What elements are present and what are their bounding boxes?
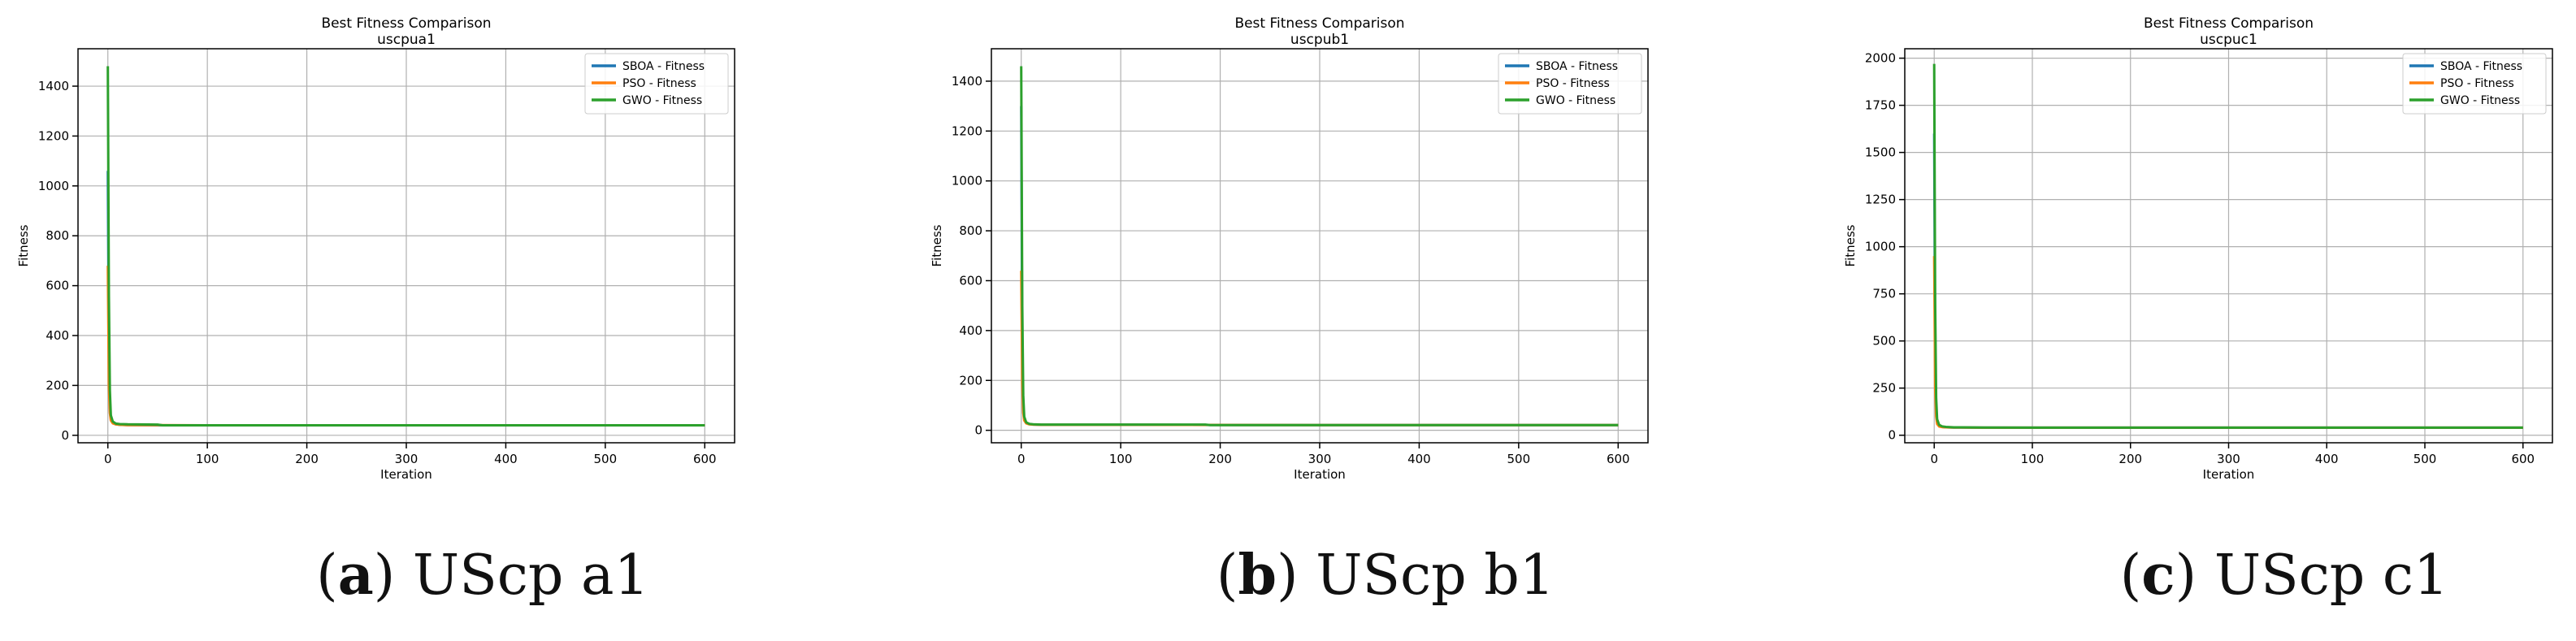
x-tick-label: 200 [2118, 452, 2142, 466]
y-tick-label: 1400 [38, 79, 69, 93]
x-tick-label: 300 [395, 452, 418, 466]
chart-subtitle: uscpuc1 [2200, 32, 2257, 48]
x-tick-label: 600 [1607, 452, 1630, 466]
y-tick-label: 250 [1872, 381, 1896, 396]
x-tick-label: 0 [104, 452, 112, 466]
y-tick-label: 800 [959, 223, 982, 238]
y-tick-label: 1000 [952, 174, 982, 188]
y-tick-label: 1250 [1865, 193, 1896, 207]
x-tick-label: 100 [2021, 452, 2045, 466]
caption-c: (c) UScp c1 [2119, 543, 2449, 608]
y-tick-label: 200 [46, 378, 69, 392]
chart-title: Best Fitness Comparison [1234, 15, 1404, 32]
legend: SBOA - Fitness PSO - Fitness GWO - Fitness [1498, 53, 1642, 115]
x-tick-label: 300 [2217, 452, 2240, 466]
x-tick-label: 600 [693, 452, 717, 466]
x-tick-label: 100 [1109, 452, 1133, 466]
y-tick-label: 500 [1872, 334, 1896, 349]
legend-label-1: SBOA - Fitness [2440, 60, 2522, 73]
legend-label-2: PSO - Fitness [2440, 77, 2514, 90]
chart-b: 0 100 200 300 400 500 600 0 200 400 600 800 1000 1200… [930, 15, 1649, 482]
y-tick-label: 2000 [1865, 51, 1896, 66]
chart-subtitle: uscpua1 [377, 32, 436, 48]
series-line-3 [1020, 66, 1619, 427]
y-tick-label: 400 [46, 328, 69, 343]
y-tick-label: 0 [1888, 428, 1896, 443]
y-tick-label: 1500 [1865, 145, 1896, 160]
caption-b: (b) UScp b1 [1216, 543, 1555, 608]
x-tick-label: 300 [1308, 452, 1332, 466]
caption-a: (a) UScp a1 [316, 543, 649, 608]
y-tick-label: 600 [46, 279, 69, 293]
legend-box [2402, 53, 2547, 115]
y-tick-label: 1000 [38, 179, 69, 193]
x-tick-label: 200 [295, 452, 319, 466]
series-line-3 [1932, 63, 2523, 429]
chart-c: 0 100 200 300 400 500 600 0 250 500 750 1000 1250 150… [1843, 15, 2553, 482]
y-tick-label: 1000 [1865, 240, 1896, 254]
y-tick-label: 600 [959, 273, 982, 288]
y-tick-label: 1400 [952, 74, 982, 89]
legend-label-3: GWO - Fitness [1536, 94, 1615, 107]
x-tick-label: 400 [494, 452, 518, 466]
y-tick-label: 750 [1872, 287, 1896, 301]
legend-label-3: GWO - Fitness [2440, 94, 2520, 107]
legend-label-2: PSO - Fitness [622, 77, 696, 90]
x-tick-label: 0 [1930, 452, 1938, 466]
chart-title: Best Fitness Comparison [321, 15, 491, 32]
legend-label-1: SBOA - Fitness [1536, 60, 1618, 73]
legend-box [1498, 53, 1642, 115]
x-axis-label: Iteration [380, 467, 432, 482]
x-tick-label: 500 [2413, 452, 2437, 466]
chart-title: Best Fitness Comparison [2144, 15, 2314, 32]
y-tick-label: 0 [974, 423, 982, 438]
x-tick-label: 100 [196, 452, 219, 466]
caption-text: UScp a1 [412, 544, 649, 608]
y-tick-label: 1750 [1865, 98, 1896, 113]
caption-letter: a [337, 543, 374, 608]
x-tick-label: 500 [594, 452, 618, 466]
legend-label-1: SBOA - Fitness [622, 60, 705, 73]
legend-box [584, 53, 729, 115]
legend: SBOA - Fitness PSO - Fitness GWO - Fitness [584, 53, 729, 115]
y-tick-label: 400 [959, 323, 982, 338]
x-tick-label: 400 [1407, 452, 1431, 466]
y-tick-label: 1200 [952, 123, 982, 138]
x-axis-label: Iteration [1294, 467, 1346, 482]
legend: SBOA - Fitness PSO - Fitness GWO - Fitness [2402, 53, 2547, 115]
y-tick-label: 0 [61, 428, 69, 443]
chart-a: 0 100 200 300 400 500 600 0 200 400 600 800 1000 1200… [16, 15, 735, 482]
y-axis-label: Fitness [1843, 224, 1858, 266]
y-axis-label: Fitness [930, 224, 944, 266]
y-axis-label: Fitness [16, 224, 31, 266]
caption-text: UScp b1 [1316, 544, 1555, 608]
legend-label-3: GWO - Fitness [622, 94, 702, 107]
x-tick-label: 400 [2315, 452, 2339, 466]
x-tick-label: 200 [1208, 452, 1232, 466]
x-tick-label: 500 [1507, 452, 1531, 466]
chart-subtitle: uscpub1 [1290, 32, 1349, 48]
y-tick-label: 800 [46, 228, 69, 243]
x-tick-label: 600 [2511, 452, 2535, 466]
x-tick-label: 0 [1017, 452, 1026, 466]
series-line-3 [106, 66, 705, 427]
y-tick-label: 200 [959, 373, 982, 388]
x-axis-label: Iteration [2203, 467, 2255, 482]
caption-text: UScp c1 [2214, 544, 2449, 608]
legend-label-2: PSO - Fitness [1536, 77, 1610, 90]
caption-letter: b [1238, 543, 1277, 608]
y-tick-label: 1200 [38, 128, 69, 143]
caption-letter: c [2141, 543, 2175, 608]
